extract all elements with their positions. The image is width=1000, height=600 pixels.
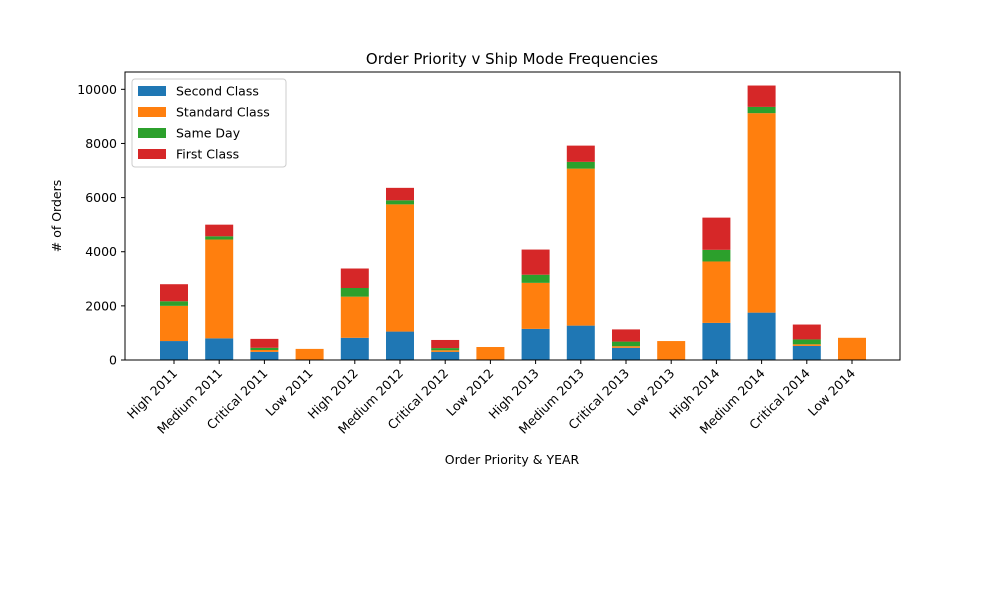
bar-segment xyxy=(702,217,731,250)
bar-segment xyxy=(386,200,414,205)
bar-segment xyxy=(657,341,686,360)
bar-segment xyxy=(205,236,234,240)
bar-segment xyxy=(295,348,324,360)
bar-segment xyxy=(612,341,640,347)
bar-segment xyxy=(386,187,414,201)
bar-segment xyxy=(160,305,188,342)
bar-segment xyxy=(747,113,776,313)
bar-segment xyxy=(340,288,369,297)
legend-swatch xyxy=(138,149,166,159)
bar-segment xyxy=(838,337,866,360)
bar-segment xyxy=(702,249,731,262)
legend-swatch xyxy=(138,107,166,117)
y-tick-label: 6000 xyxy=(85,190,117,205)
bar-segment xyxy=(566,145,595,162)
bar-segment xyxy=(792,344,821,346)
bar-segment xyxy=(702,261,731,323)
legend-swatch xyxy=(138,86,166,96)
legend-label: Same Day xyxy=(176,126,241,141)
plot-area-frame xyxy=(124,71,901,361)
y-axis: 0 2000 4000 6000 8000 10000 xyxy=(77,82,125,368)
legend-label: Second Class xyxy=(176,84,259,99)
bar-segment xyxy=(431,339,460,349)
bar-segment xyxy=(250,349,279,352)
bar-segment xyxy=(340,337,369,360)
bar-segment xyxy=(747,312,776,360)
bars-layer xyxy=(160,85,866,360)
legend: Second Class Standard Class Same Day First … xyxy=(131,78,287,168)
bar-segment xyxy=(205,239,234,339)
bar-segment xyxy=(160,341,188,360)
y-tick-label: 10000 xyxy=(77,82,117,97)
bar-segment xyxy=(386,331,414,360)
bar-segment xyxy=(250,338,279,348)
bar-segment xyxy=(612,346,640,348)
bar-segment xyxy=(250,351,279,360)
bar-segment xyxy=(476,347,505,360)
y-axis-label: # of Orders xyxy=(49,180,64,253)
legend-label: Standard Class xyxy=(176,105,270,120)
bar-segment xyxy=(160,301,188,306)
bar-segment xyxy=(205,338,234,360)
bar-segment xyxy=(521,328,550,360)
y-tick-label: 0 xyxy=(109,353,117,368)
bar-segment xyxy=(566,325,595,360)
bar-segment xyxy=(431,350,460,352)
bar-segment xyxy=(386,204,414,332)
bar-segment xyxy=(747,106,776,114)
bar-segment xyxy=(612,329,640,342)
legend-box xyxy=(131,78,287,168)
bar-segment xyxy=(340,296,369,338)
chart-title: Order Priority v Ship Mode Frequencies xyxy=(366,50,658,68)
bar-segment xyxy=(250,347,279,350)
bar-segment xyxy=(160,284,188,302)
bar-segment xyxy=(792,345,821,360)
bar-segment xyxy=(521,282,550,329)
x-axis-label: Order Priority & YEAR xyxy=(445,452,580,467)
y-tick-label: 4000 xyxy=(85,244,117,259)
bar-segment xyxy=(205,224,234,237)
y-tick-label: 2000 xyxy=(85,298,117,313)
bar-segment xyxy=(566,168,595,326)
bar-segment xyxy=(431,348,460,351)
bar-segment xyxy=(340,268,369,288)
bar-segment xyxy=(566,161,595,169)
bar-segment xyxy=(521,249,550,275)
legend-swatch xyxy=(138,128,166,138)
bar-segment xyxy=(747,85,776,107)
bar-segment xyxy=(792,324,821,340)
y-tick-label: 8000 xyxy=(85,136,117,151)
bar-segment xyxy=(431,351,460,360)
legend-label: First Class xyxy=(176,147,239,162)
bar-segment xyxy=(702,322,731,360)
bar-segment xyxy=(612,347,640,360)
bar-segment xyxy=(792,339,821,345)
bar-segment xyxy=(521,274,550,283)
